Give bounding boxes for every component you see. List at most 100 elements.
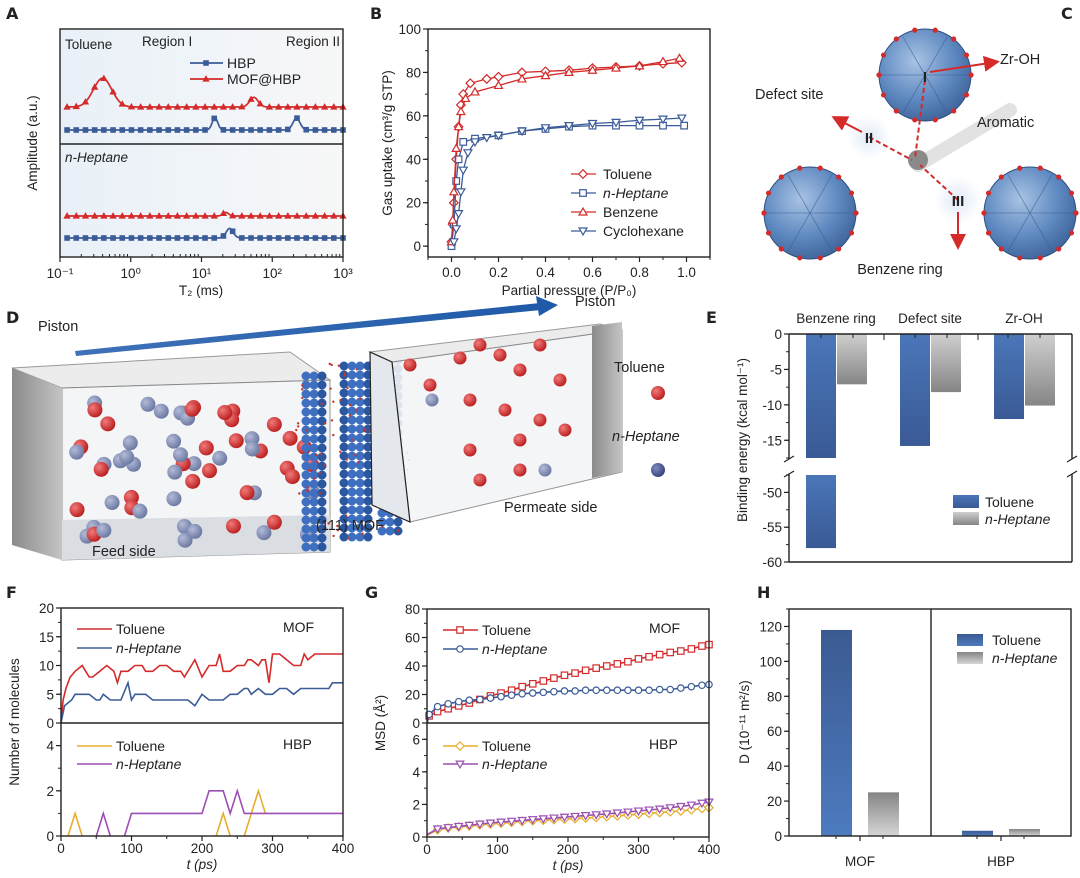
mof-unit-icon — [317, 461, 327, 471]
e-bar-toluene-upper — [806, 334, 836, 458]
mof-unit-icon — [339, 415, 349, 425]
f-mof-ytick-label: 15 — [39, 630, 54, 645]
g-hbp-n-heptane-point — [633, 807, 644, 816]
b-n-heptane-point — [680, 121, 689, 130]
a-data-point — [165, 235, 172, 241]
e-bar-toluene-lower — [806, 475, 836, 549]
toluene-molecule-icon — [201, 463, 217, 479]
mof-unit-icon — [347, 523, 357, 533]
mof-unit-icon — [339, 469, 349, 479]
oxygen-atom-icon — [1017, 165, 1023, 171]
a-data-point — [146, 212, 154, 219]
a-data-point — [72, 212, 80, 219]
a-legend-hbp: HBP — [227, 55, 256, 71]
a-data-point — [146, 103, 154, 110]
cage-edge — [924, 74, 948, 114]
a-data-point — [193, 127, 199, 133]
a-data-point — [73, 235, 80, 241]
a-data-point — [91, 235, 98, 241]
a-plot-background — [60, 29, 343, 257]
f-mof-n-heptane-line — [60, 680, 343, 724]
a-data-point — [274, 212, 283, 219]
mof-linker-dot — [319, 452, 323, 456]
mof-unit-icon — [377, 517, 387, 527]
g-mof-n-heptane-point — [655, 685, 664, 694]
e-bar-n-heptane — [931, 334, 961, 393]
toluene-molecule-icon — [228, 433, 244, 449]
g-hbp-ytick-label: 4 — [412, 765, 420, 780]
mof-unit-icon — [339, 361, 349, 371]
mof-linker-dot — [323, 464, 327, 467]
oxygen-atom-icon — [1017, 255, 1023, 261]
g-mof-n-heptane-point — [454, 697, 463, 706]
b-cyclohexane-point — [658, 115, 668, 125]
mof-unit-icon — [363, 469, 373, 479]
g-mof-n-heptane-point — [645, 686, 653, 695]
b-benzene-point — [634, 60, 645, 70]
oxygen-atom-icon — [981, 210, 987, 216]
mof-unit-icon — [339, 487, 349, 497]
a-data-point — [73, 127, 80, 133]
a-data-point — [101, 127, 107, 133]
g-mof-toluene-point — [602, 662, 611, 670]
mof-linker-dot — [337, 364, 341, 367]
mof-unit-icon — [363, 478, 373, 488]
oxygen-atom-icon — [968, 72, 974, 78]
b-toluene-point — [465, 78, 476, 89]
h-ytick-label: 80 — [767, 689, 782, 704]
permeate-box-entrance — [369, 351, 411, 523]
g-hbp-n-heptane-line — [426, 801, 710, 836]
heptane-molecule-icon — [187, 523, 203, 539]
mof-unit-icon — [355, 388, 365, 398]
cage-edge — [902, 74, 926, 114]
g-mof-ytick-label: 40 — [405, 659, 420, 674]
heptane-molecule-icon — [122, 435, 138, 451]
a-data-point — [302, 212, 310, 219]
a-data-point — [294, 235, 300, 241]
g-xtick-label: 400 — [698, 842, 721, 857]
a-data-point — [64, 127, 70, 133]
g-hbp-n-heptane-point — [675, 802, 686, 812]
h-legend-toluene: Toluene — [992, 632, 1041, 648]
mof-linker-dot — [343, 374, 347, 377]
e-bar-n-heptane — [837, 334, 867, 385]
cage-edge — [809, 212, 833, 252]
mof-linker-dot — [330, 419, 334, 422]
mof-unit-icon — [347, 397, 357, 407]
mof-unit-icon — [309, 407, 319, 417]
a-data-point — [265, 103, 274, 110]
mof-unit-icon — [377, 526, 387, 536]
mof-unit-icon — [355, 361, 365, 371]
toluene-molecule-icon — [513, 433, 527, 447]
oxygen-atom-icon — [836, 246, 842, 252]
toluene-molecule-icon — [239, 485, 255, 501]
heptane-molecule-icon — [256, 525, 272, 541]
feed-piston-wall — [12, 368, 62, 560]
f-legend-mof-toluene: Toluene — [116, 621, 165, 637]
legend-heptane-label: n-Heptane — [612, 429, 680, 445]
g-mof-toluene-point — [687, 645, 696, 653]
b-ytick-label: 0 — [413, 239, 421, 254]
h-bar-mof-n-heptane — [868, 792, 899, 836]
oxygen-atom-icon — [797, 255, 803, 261]
panel-letter-c: C — [1061, 4, 1073, 23]
a-data-point — [238, 212, 246, 219]
h-category-mof: MOF — [845, 854, 875, 869]
mof-unit-icon — [309, 452, 319, 462]
mof-linker-dot — [361, 532, 364, 535]
mof-unit-icon — [339, 397, 349, 407]
mof-unit-icon — [301, 389, 311, 399]
mof-unit-icon — [347, 478, 357, 488]
oxygen-atom-icon — [932, 27, 938, 33]
mof-unit-icon — [301, 443, 311, 453]
oxygen-atom-icon — [951, 36, 957, 42]
toluene-molecule-icon — [198, 440, 214, 456]
e-axis-break-mark — [783, 470, 795, 478]
f-hbp-toluene-line — [67, 788, 267, 837]
toluene-molecule-icon — [225, 518, 241, 534]
g-hbp-n-heptane-point — [475, 820, 485, 830]
interaction-dashed-line — [919, 164, 959, 201]
b-benzene-point — [564, 67, 574, 76]
mof-linker-dot — [296, 422, 300, 425]
mof-unit-icon — [317, 533, 327, 543]
